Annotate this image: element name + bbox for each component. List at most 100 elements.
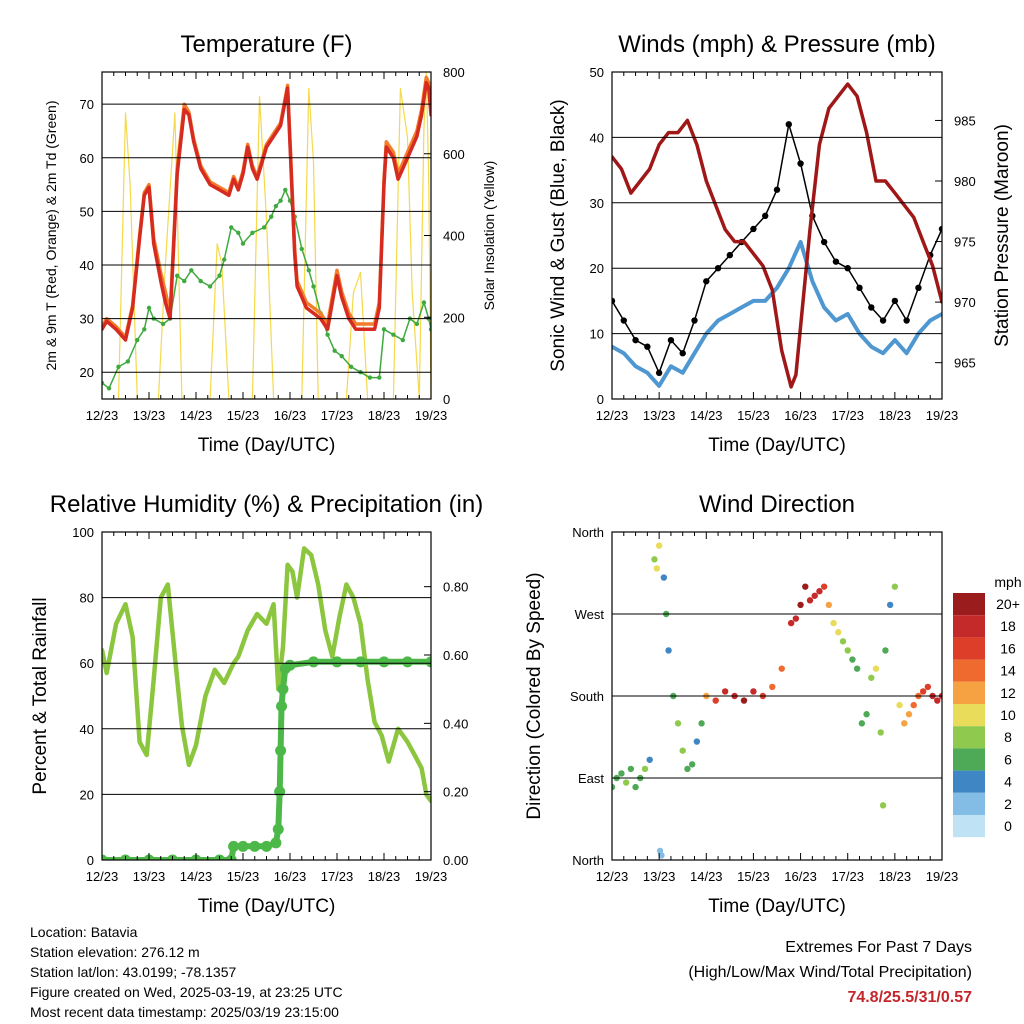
plot-frame: [101, 71, 432, 400]
colorbar-label: 12: [1000, 685, 1016, 701]
point-wind-direction: [825, 601, 833, 609]
x-tick-label: 16/23: [784, 408, 817, 423]
y-tick-label: 50: [590, 65, 604, 80]
y-tick-label: 10: [590, 327, 604, 342]
point-wind-direction: [858, 720, 866, 727]
y-tick-label: East: [578, 771, 604, 786]
point-wind-direction: [653, 565, 660, 572]
x-tick-label: 16/23: [274, 408, 307, 423]
plot-frame: [611, 71, 943, 400]
colorbar-swatch: [953, 748, 985, 771]
point-wind-direction: [919, 688, 927, 695]
y-tick-label: 20: [590, 261, 604, 276]
colorbar-swatch: [953, 770, 985, 793]
panel-title: Wind Direction: [699, 491, 855, 518]
plot-frame: [611, 531, 943, 861]
x-tick-label: 12/23: [86, 869, 119, 884]
panel-title: Temperature (F): [180, 31, 352, 58]
series-temp-2m: [102, 80, 431, 342]
y2-tick-label: 600: [443, 147, 465, 162]
colorbar-label: 16: [1000, 640, 1016, 656]
y2-tick-label: 980: [954, 174, 976, 189]
point-wind-direction: [849, 656, 856, 663]
point-wind-direction: [618, 770, 625, 777]
point-wind-direction: [820, 583, 828, 590]
colorbar-swatch: [953, 615, 985, 638]
y-axis-label: Sonic Wind & Gust (Blue, Black): [548, 99, 569, 371]
point-wind-direction: [658, 852, 665, 859]
point-precipitation: [308, 656, 319, 668]
series-dewpoint: [102, 189, 431, 390]
info-latlon: Station lat/lon: 43.0199; -78.1357: [30, 964, 237, 980]
plot-frame: [101, 531, 432, 861]
x-tick-label: 19/23: [926, 408, 959, 423]
y2-tick-label: 200: [443, 310, 465, 325]
point-wind-direction: [674, 720, 682, 727]
point-wind-direction: [622, 779, 630, 786]
point-wind-direction: [612, 783, 616, 791]
x-tick-label: 14/23: [180, 408, 213, 423]
y-tick-label: 40: [80, 722, 94, 737]
x-tick-label: 12/23: [596, 869, 629, 884]
y2-tick-label: 0.20: [443, 785, 468, 800]
point-precipitation: [274, 786, 286, 798]
y2-tick-label: 965: [954, 356, 976, 371]
point-precipitation: [277, 683, 289, 695]
y2-axis-label: Station Pressure (Maroon): [992, 124, 1013, 347]
point-wind-direction: [924, 683, 932, 691]
series-wind: [612, 240, 942, 388]
y-tick-label: 50: [80, 204, 94, 219]
y2-axis-label: Solar Insolation (Yellow): [481, 161, 497, 311]
colorbar-swatch: [953, 593, 985, 616]
point-precipitation: [228, 840, 240, 852]
y-tick-label: 70: [80, 97, 94, 112]
series-relative-humidity: [102, 546, 431, 804]
x-tick-label: 14/23: [690, 408, 723, 423]
colorbar: mph 20+ 18 16 14 12 10 8 6 4 2 0: [953, 574, 1022, 838]
point-wind-direction: [835, 629, 842, 636]
y-tick-label: 30: [80, 312, 94, 327]
x-tick-label: 19/23: [926, 869, 959, 884]
x-tick-label: 14/23: [690, 869, 723, 884]
point-wind-direction: [721, 688, 729, 695]
point-wind-direction: [797, 601, 804, 609]
x-tick-label: 17/23: [321, 869, 354, 884]
x-tick-label: 13/23: [133, 869, 166, 884]
x-tick-label: 13/23: [643, 408, 676, 423]
y-tick-label: South: [570, 689, 604, 704]
winds-panel: 12/23 13/23 14/23 15/23 16/23 17/23 18/23 19/23…: [548, 31, 1013, 456]
colorbar-label: 2: [1004, 796, 1012, 812]
y2-tick-label: 0.80: [443, 580, 468, 595]
humidity-series: [102, 546, 431, 860]
y2-tick-label: 0.60: [443, 648, 468, 663]
x-tick-label: 13/23: [643, 869, 676, 884]
y2-tick-label: 0.40: [443, 716, 468, 731]
y-axis-label: 2m & 9m T (Red, Orange) & 2m Td (Green): [43, 101, 59, 371]
colorbar-label: 10: [1000, 707, 1016, 723]
point-wind-direction: [886, 601, 894, 609]
point-wind-direction: [778, 665, 785, 672]
point-wind-direction: [839, 638, 847, 645]
info-created: Figure created on Wed, 2025-03-19, at 23…: [30, 984, 343, 1000]
point-wind-direction: [651, 556, 658, 563]
point-wind-direction: [660, 574, 668, 581]
x-tick-label: 19/23: [415, 869, 448, 884]
point-wind-direction: [787, 619, 795, 627]
colorbar-label: 0: [1004, 818, 1012, 834]
x-axis-label: Time (Day/UTC): [198, 435, 336, 456]
info-location: Location: Batavia: [30, 924, 138, 940]
point-wind-direction: [830, 619, 837, 627]
x-tick-label: 12/23: [596, 408, 629, 423]
point-wind-direction: [868, 674, 875, 681]
point-wind-direction: [632, 783, 639, 791]
point-wind-direction: [901, 720, 908, 727]
point-wind-direction: [712, 697, 719, 704]
temperature-series: [102, 72, 431, 399]
direction-series: [612, 542, 942, 859]
extremes-heading: Extremes For Past 7 Days: [785, 939, 972, 956]
panel-title: Winds (mph) & Pressure (mb): [618, 31, 935, 58]
point-wind-direction: [891, 583, 899, 590]
point-precipitation: [270, 837, 282, 849]
point-wind-direction: [863, 711, 870, 718]
